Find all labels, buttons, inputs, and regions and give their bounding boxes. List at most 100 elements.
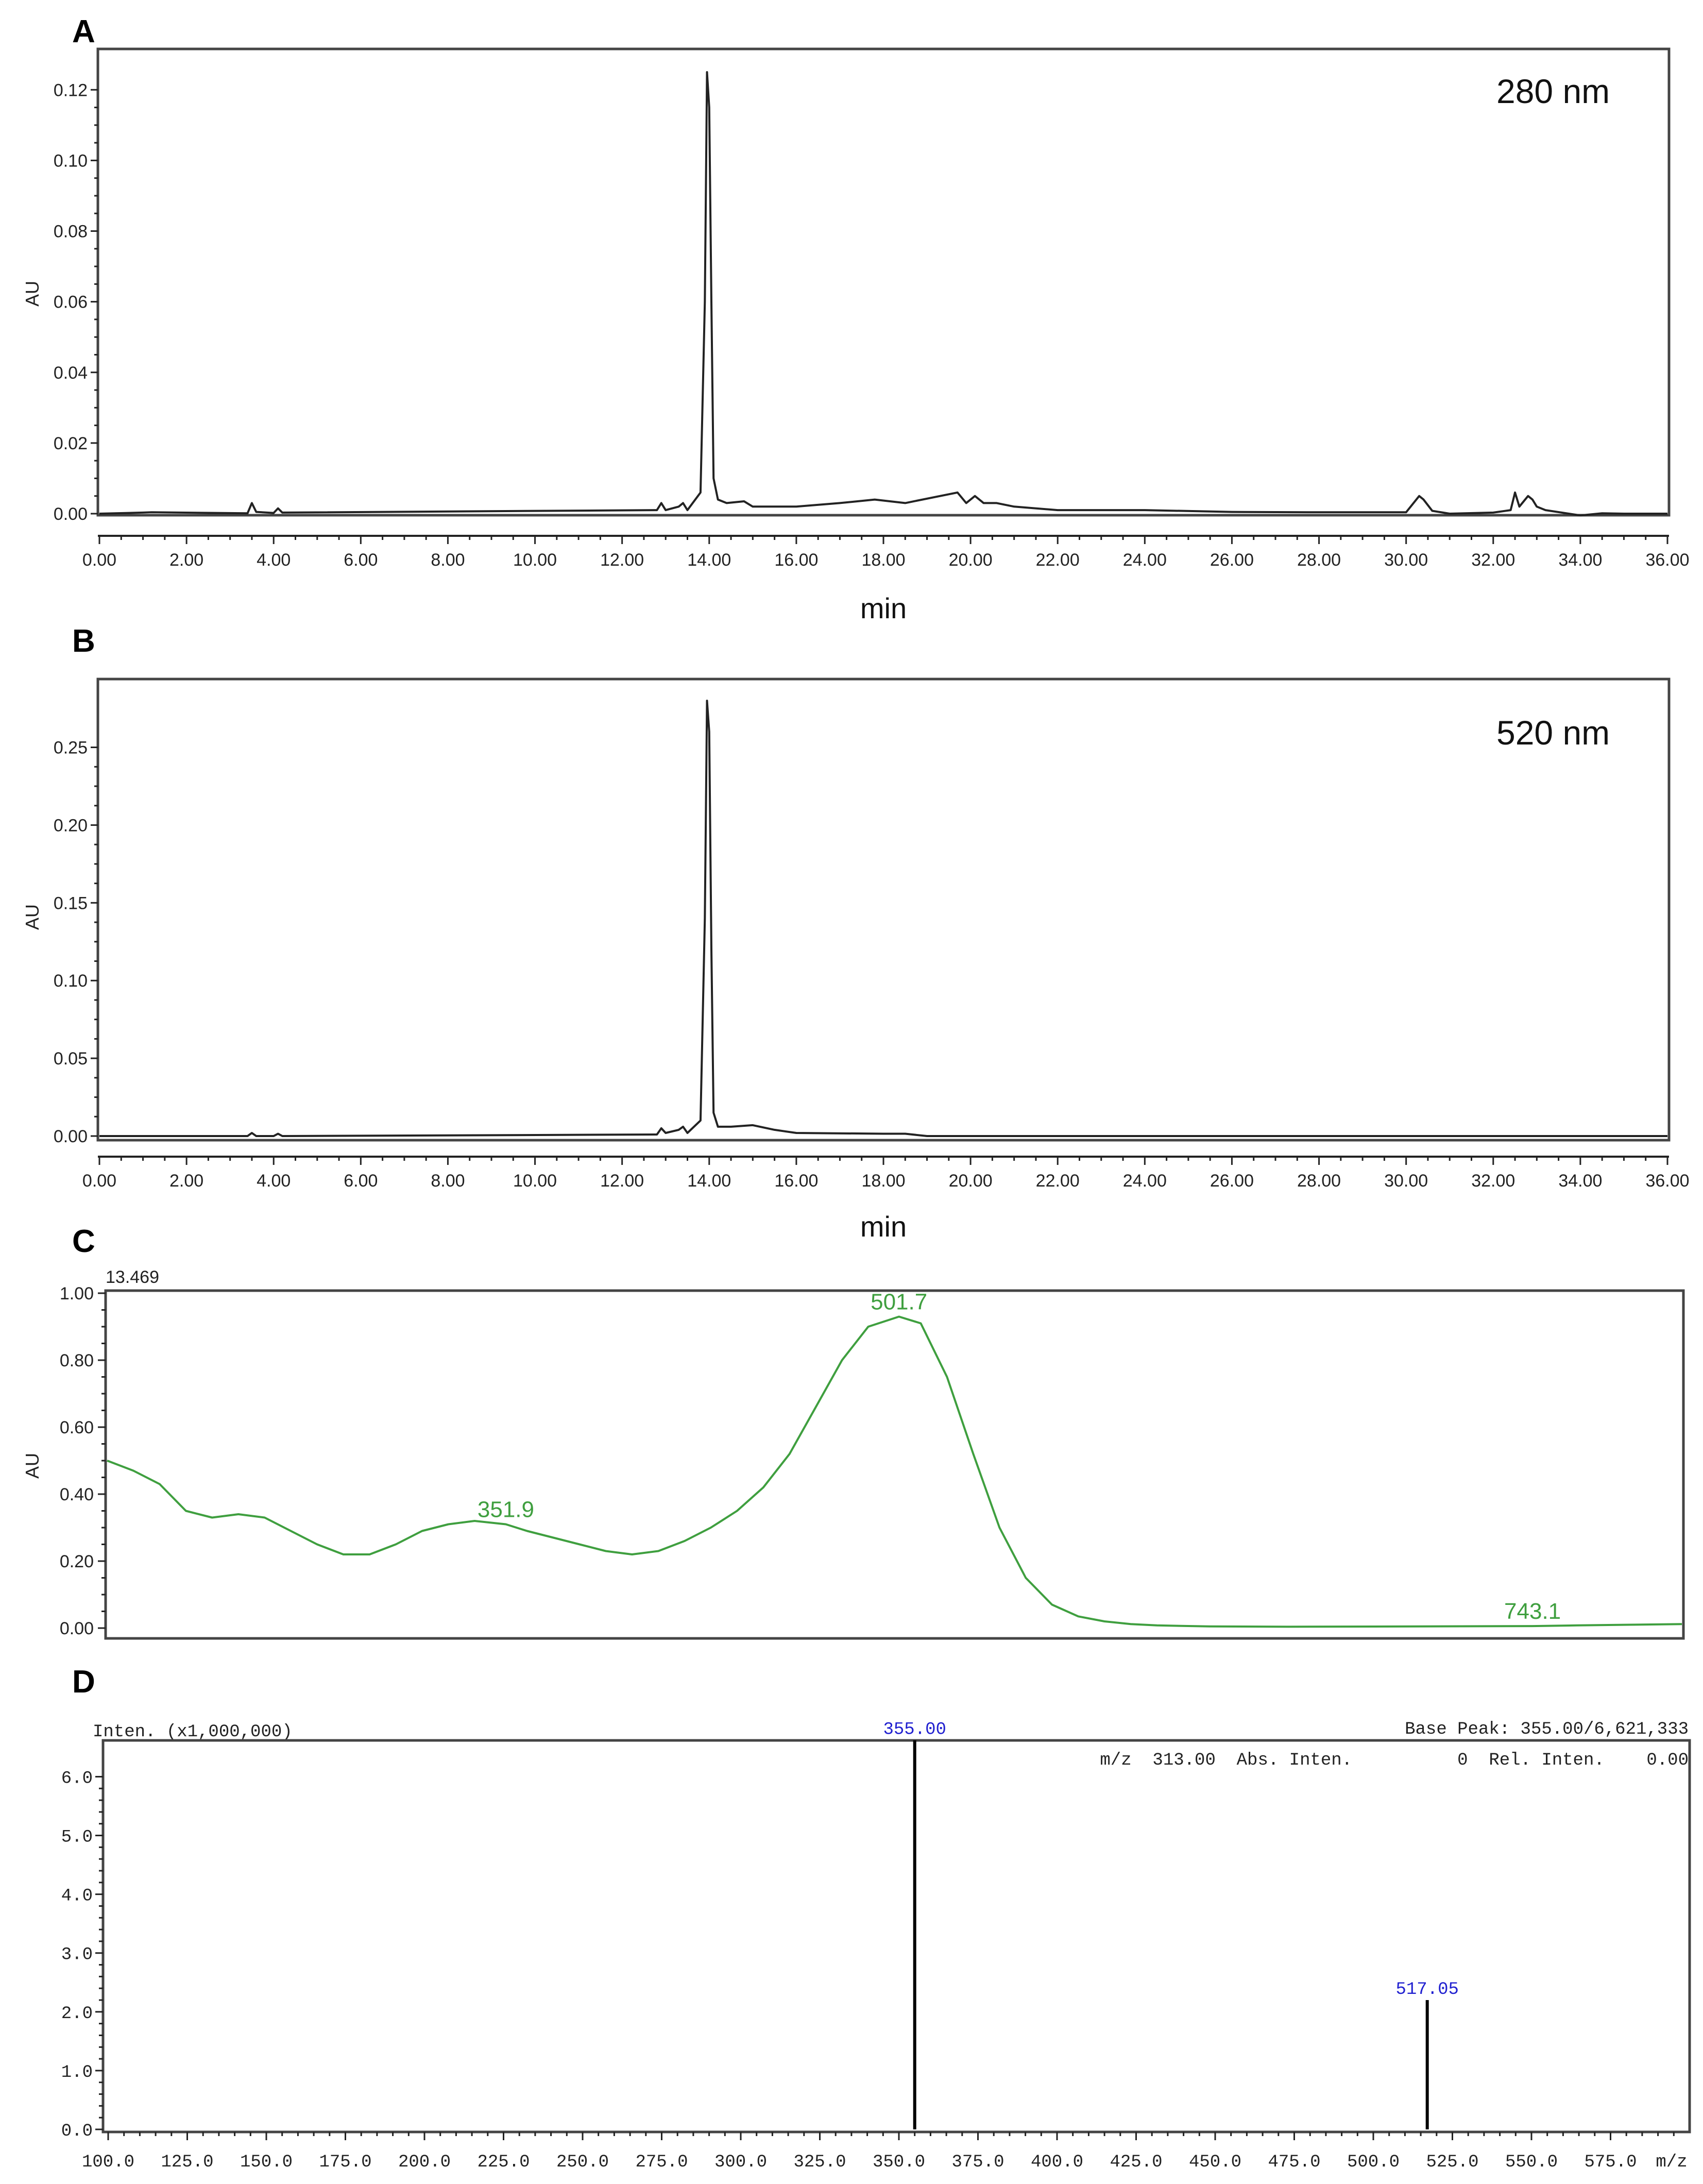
panel-d-x-tick-label: 150.0 [240, 2153, 293, 2172]
panel-b-x-tick-label: 0.00 [82, 1171, 116, 1191]
panel-a-x-tick-label: 26.00 [1210, 550, 1254, 570]
panel-a-x-tick-label: 8.00 [431, 550, 465, 570]
panel-a-x-axis-label: min [860, 592, 907, 624]
panel-b-x-tick-label: 28.00 [1297, 1171, 1341, 1191]
panel-a-frame [96, 47, 1671, 517]
panel-a-y-tick-label: 0.12 [54, 80, 88, 100]
panel-b-y-tick-label: 0.00 [54, 1127, 88, 1146]
panel-b-frame [96, 678, 1671, 1142]
spectrum-peak-label: 501.7 [871, 1290, 927, 1315]
panel-b-x-tick-label: 18.00 [861, 1171, 905, 1191]
panel-d-x-tick-label: 125.0 [161, 2153, 213, 2172]
panel-b-y-tick-label: 0.10 [54, 971, 88, 991]
panel-b-x-tick-label: 6.00 [344, 1171, 378, 1191]
panel-a-x-tick-label: 18.00 [861, 550, 905, 570]
panel-d-x-tick-label: 575.0 [1584, 2153, 1637, 2172]
mass-peak-label: 517.05 [1395, 1980, 1458, 2000]
panel-b-x-tick-label: 2.00 [169, 1171, 203, 1191]
panel-d-x-tick-label: 525.0 [1426, 2153, 1478, 2172]
panel-label-d: D [72, 1664, 95, 1700]
panel-a-y-axis-label: AU [22, 281, 43, 307]
panel-a-x-tick-label: 4.00 [257, 550, 291, 570]
panel-d-x-tick-label: 350.0 [873, 2153, 925, 2172]
panel-b: B 520 nm AU min [22, 623, 1671, 1243]
panel-c-y-tick-label: 1.00 [60, 1284, 94, 1303]
panel-a-x-tick-label: 30.00 [1384, 550, 1428, 570]
panel-c-y-axis-label: AU [22, 1453, 43, 1479]
panel-a-x-tick-label: 10.00 [513, 550, 557, 570]
panel-a: A 280 nm AU min [22, 14, 1671, 624]
panel-d-x-tick-label: 400.0 [1031, 2153, 1083, 2172]
uv-spectrum-trace [107, 1315, 1682, 1628]
chart-marks: 0.000.020.040.060.080.100.120.00 2.00 4.00… [54, 71, 1690, 2172]
panel-b-x-tick-label: 24.00 [1123, 1171, 1167, 1191]
panel-d: D Inten. (x1,000,000) Base Peak: 355.00/… [72, 1664, 1691, 2172]
panel-a-x-tick-label: 0.00 [82, 550, 116, 570]
panel-d-x-tick-label: 275.0 [635, 2153, 688, 2172]
spectrum-peak-label: 351.9 [478, 1497, 534, 1522]
panel-b-chromatogram-trace [99, 700, 1667, 1137]
panel-a-y-tick-label: 0.10 [54, 151, 88, 171]
panel-a-x-tick-label: 12.00 [600, 550, 644, 570]
panel-d-x-tick-label: 175.0 [319, 2153, 371, 2172]
panel-a-x-tick-label: 34.00 [1558, 550, 1602, 570]
panel-b-x-tick-label: 34.00 [1558, 1171, 1602, 1191]
panel-d-y-tick-label: 3.0 [61, 1945, 93, 1965]
panel-c-y-tick-label: 0.40 [60, 1485, 94, 1504]
panel-a-x-tick-label: 36.00 [1645, 550, 1689, 570]
panel-d-x-tick-label: 250.0 [556, 2153, 609, 2172]
spectrum-peak-label: 743.1 [1504, 1599, 1561, 1624]
panel-a-x-tick-label: 20.00 [949, 550, 993, 570]
panel-d-x-tick-label: 300.0 [714, 2153, 767, 2172]
panel-b-x-tick-label: 30.00 [1384, 1171, 1428, 1191]
panel-a-x-tick-label: 2.00 [169, 550, 203, 570]
mass-peak-label: 355.00 [883, 1720, 946, 1740]
panel-d-x-tick-label: 475.0 [1268, 2153, 1320, 2172]
panel-c-y-tick-label: 0.60 [60, 1418, 94, 1437]
panel-d-y-tick-label: 2.0 [61, 2004, 93, 2024]
panel-a-x-tick-label: 32.00 [1471, 550, 1515, 570]
panel-d-x-tick-label: 450.0 [1189, 2153, 1241, 2172]
wavelength-label-280: 280 nm [1496, 72, 1610, 110]
panel-d-x-tick-label: 425.0 [1110, 2153, 1162, 2172]
retention-time-label: 13.469 [106, 1267, 159, 1287]
panel-a-x-tick-label: 28.00 [1297, 550, 1341, 570]
panel-b-x-tick-label: 26.00 [1210, 1171, 1254, 1191]
panel-c-y-tick-label: 0.20 [60, 1552, 94, 1571]
panel-d-x-tick-label: 100.0 [82, 2153, 134, 2172]
panel-b-x-tick-label: 36.00 [1645, 1171, 1689, 1191]
panel-c-y-tick-label: 0.00 [60, 1619, 94, 1638]
panel-b-y-tick-label: 0.05 [54, 1049, 88, 1069]
panel-c: C 13.469 AU [22, 1224, 1685, 1640]
panel-a-chromatogram-trace [99, 71, 1667, 517]
panel-a-y-tick-label: 0.08 [54, 222, 88, 242]
panel-d-x-tick-label: 325.0 [793, 2153, 846, 2172]
panel-b-y-tick-label: 0.20 [54, 816, 88, 835]
panel-d-y-tick-label: 0.0 [61, 2122, 93, 2141]
panel-a-x-tick-label: 6.00 [344, 550, 378, 570]
panel-d-frame [101, 1739, 1691, 2134]
panel-b-x-axis-label: min [860, 1210, 907, 1243]
panel-a-y-tick-label: 0.06 [54, 293, 88, 312]
panel-b-x-tick-label: 4.00 [257, 1171, 291, 1191]
panel-b-x-tick-label: 10.00 [513, 1171, 557, 1191]
panel-b-x-tick-label: 8.00 [431, 1171, 465, 1191]
panel-c-frame [104, 1289, 1685, 1640]
cursor-readout: m/z 313.00 Abs. Inten. 0 Rel. Inten. 0.0… [1100, 1751, 1689, 1770]
panel-d-y-tick-label: 4.0 [61, 1887, 93, 1906]
panel-d-x-tick-label: 500.0 [1347, 2153, 1400, 2172]
panel-a-x-tick-label: 14.00 [687, 550, 731, 570]
panel-d-x-tick-label: 200.0 [398, 2153, 451, 2172]
panel-d-x-tick-label: 225.0 [477, 2153, 530, 2172]
panel-d-y-tick-label: 6.0 [61, 1769, 93, 1788]
panel-b-y-tick-label: 0.15 [54, 893, 88, 913]
panel-b-y-tick-label: 0.25 [54, 738, 88, 758]
panel-a-x-tick-label: 22.00 [1036, 550, 1080, 570]
panel-d-y-tick-label: 5.0 [61, 1828, 93, 1848]
panel-label-a: A [72, 14, 95, 49]
panel-a-y-tick-label: 0.00 [54, 504, 88, 524]
panel-d-y-tick-label: 1.0 [61, 2063, 93, 2083]
panel-a-y-tick-label: 0.04 [54, 363, 88, 383]
panel-b-x-tick-label: 22.00 [1036, 1171, 1080, 1191]
